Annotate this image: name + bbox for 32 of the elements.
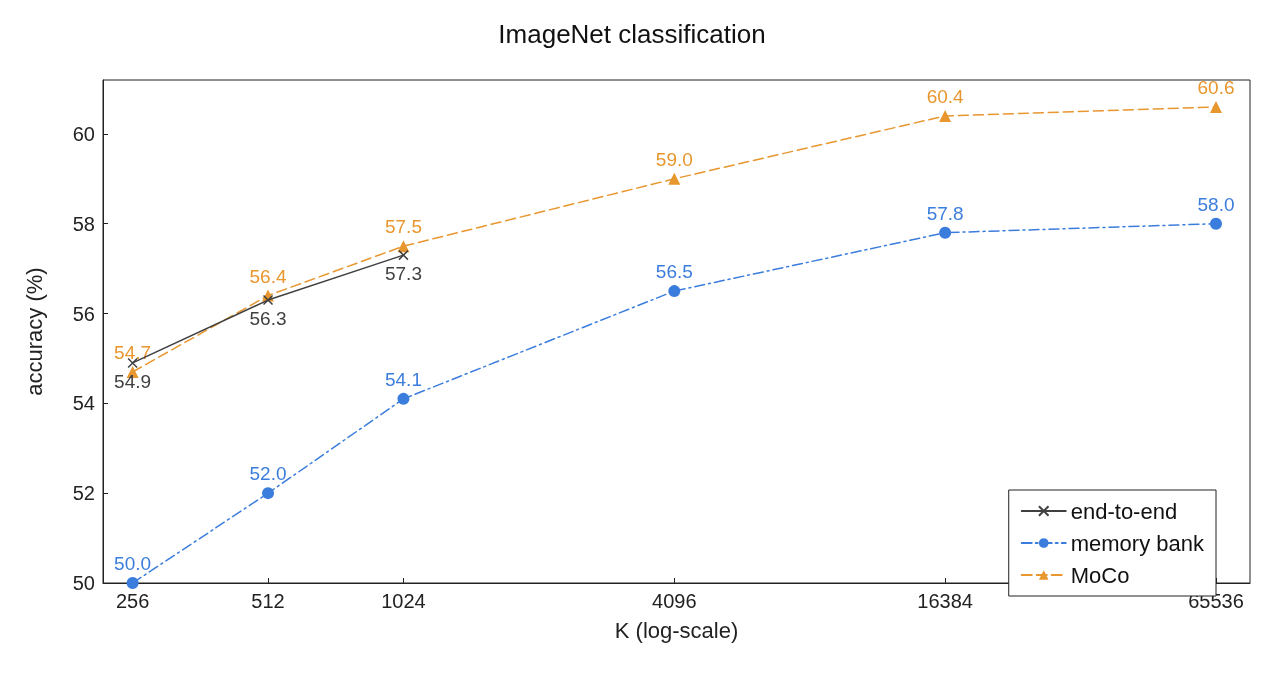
- data-label: 60.4: [926, 85, 965, 107]
- data-label: 54.1: [384, 368, 422, 390]
- x-tick-label: 16384: [917, 590, 973, 612]
- legend-label: end-to-end: [1070, 498, 1178, 524]
- y-tick-label: 56: [72, 302, 95, 325]
- data-label: 56.4: [249, 265, 287, 287]
- data-label: 58.0: [1197, 193, 1235, 215]
- x-axis-title: K (log-scale): [614, 617, 739, 643]
- data-label: 50.0: [114, 553, 152, 574]
- data-label: 54.7: [114, 341, 152, 363]
- legend-label: MoCo: [1070, 562, 1130, 588]
- y-tick-label: 58: [72, 212, 95, 235]
- legend-label: memory bank: [1070, 530, 1205, 556]
- data-label: 56.5: [655, 261, 693, 283]
- y-axis-title: accuracy (%): [21, 267, 47, 396]
- data-label: 59.0: [655, 148, 693, 170]
- data-label: 57.8: [926, 202, 964, 224]
- x-tick-label: 512: [251, 590, 285, 612]
- data-label: 56.3: [249, 308, 287, 330]
- data-label: 57.5: [384, 216, 422, 238]
- chart-title: ImageNet classification: [498, 19, 766, 49]
- data-label: 60.6: [1197, 76, 1235, 98]
- y-tick-label: 60: [72, 122, 95, 145]
- y-tick-label: 50: [72, 572, 95, 594]
- x-tick-label: 4096: [652, 590, 697, 612]
- data-label: 52.0: [249, 463, 287, 485]
- data-label: 57.3: [384, 263, 422, 285]
- y-tick-label: 54: [72, 392, 95, 415]
- y-tick-label: 52: [72, 482, 95, 505]
- x-tick-label: 1024: [381, 590, 426, 612]
- x-tick-label: 256: [115, 590, 150, 612]
- data-label: 54.9: [114, 371, 152, 393]
